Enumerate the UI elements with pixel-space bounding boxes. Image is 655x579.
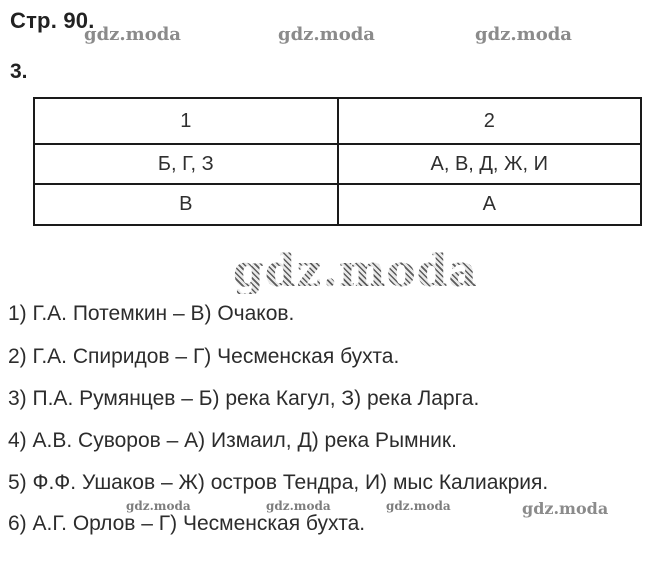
table-row-letters: Б, Г, З А, В, Д, Ж, И (33, 143, 642, 185)
answer-line-6: 6) А.Г. Орлов – Г) Чесменская бухта. (8, 512, 366, 535)
task-number: 3. (10, 60, 28, 83)
answer-line-1: 1) Г.А. Потемкин – В) Очаков. (8, 302, 295, 325)
answer-table: 1 2 Б, Г, З А, В, Д, Ж, И В А (33, 97, 642, 226)
answer-line-3: 3) П.А. Румянцев – Б) река Кагул, З) рек… (8, 387, 480, 410)
watermark-top-3: gdz.moda (475, 24, 572, 45)
table-cell-letters-col2: А, В, Д, Ж, И (336, 143, 642, 185)
answer-line-5: 5) Ф.Ф. Ушаков – Ж) остров Тендра, И) мы… (8, 471, 549, 494)
table-header-row: 1 2 (33, 97, 642, 145)
watermark-bottom-4: gdz.moda (522, 499, 609, 518)
table-header-col1: 1 (33, 97, 339, 145)
answer-line-4: 4) А.В. Суворов – А) Измаил, Д) река Рым… (8, 429, 457, 452)
watermark-bottom-2: gdz.moda (266, 499, 331, 513)
table-cell-answer-col2: А (336, 183, 642, 226)
table-cell-letters-col1: Б, Г, З (33, 143, 339, 185)
table-header-col2: 2 (336, 97, 642, 145)
page-title: Стр. 90. (10, 8, 95, 33)
watermark-center: gdz.moda (233, 246, 479, 297)
watermark-bottom-1: gdz.moda (126, 499, 191, 513)
table-row-answer: В А (33, 183, 642, 226)
answer-line-2: 2) Г.А. Спиридов – Г) Чесменская бухта. (8, 345, 400, 368)
watermark-top-2: gdz.moda (278, 24, 375, 45)
watermark-bottom-3: gdz.moda (386, 499, 451, 513)
table-cell-answer-col1: В (33, 183, 339, 226)
watermark-top-1: gdz.moda (84, 24, 181, 45)
